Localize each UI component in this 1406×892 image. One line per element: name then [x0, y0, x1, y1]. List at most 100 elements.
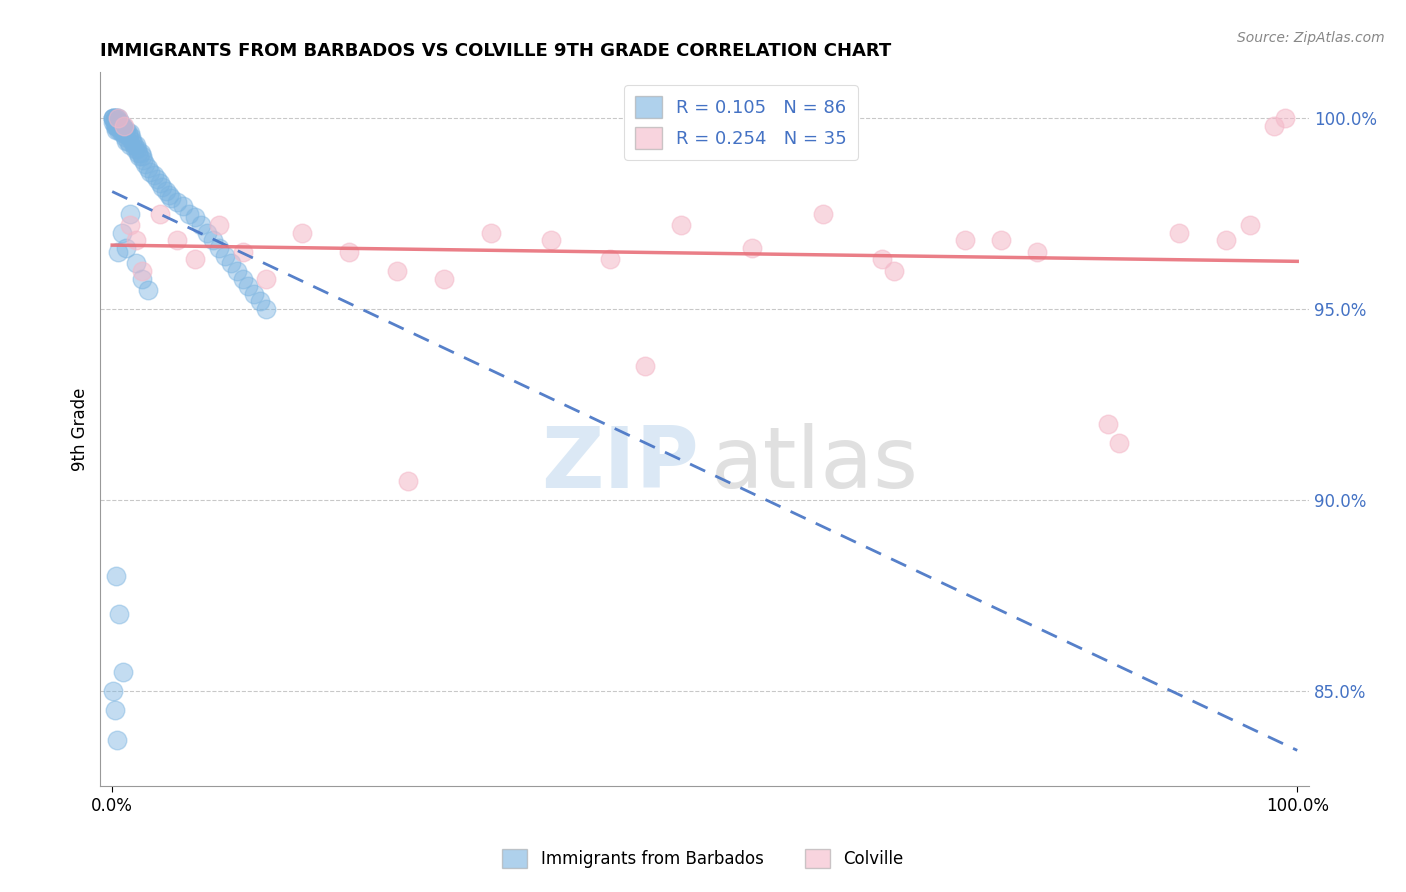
Point [105, 115, 128, 129]
Point [118, 137, 141, 152]
Point [1108, 435, 1130, 450]
Text: atlas: atlas [711, 424, 918, 507]
Point [111, 226, 134, 240]
Point [107, 112, 129, 126]
Point [103, 112, 125, 126]
Point [115, 122, 138, 136]
Point [122, 137, 145, 152]
Point [157, 187, 180, 202]
Point [131, 149, 153, 163]
Text: Source: ZipAtlas.com: Source: ZipAtlas.com [1237, 31, 1385, 45]
Point [105, 112, 128, 126]
Point [254, 301, 277, 316]
Point [124, 142, 146, 156]
Point [118, 127, 141, 141]
Point [114, 122, 136, 136]
Point [599, 252, 621, 267]
Point [105, 119, 128, 133]
Point [129, 145, 152, 160]
Point [150, 180, 173, 194]
Point [131, 271, 153, 285]
Point [121, 134, 143, 148]
Point [105, 733, 128, 747]
Point [669, 218, 692, 232]
Point [120, 130, 142, 145]
Point [103, 703, 125, 717]
Point [232, 244, 254, 259]
Point [1263, 119, 1285, 133]
Point [337, 244, 360, 259]
Text: ZIP: ZIP [541, 424, 699, 507]
Point [201, 233, 224, 247]
Point [208, 241, 231, 255]
Point [232, 271, 254, 285]
Point [219, 256, 242, 270]
Point [111, 119, 134, 133]
Point [540, 233, 562, 247]
Point [125, 233, 148, 247]
Point [1274, 112, 1296, 126]
Point [114, 130, 136, 145]
Point [249, 294, 271, 309]
Point [117, 127, 139, 141]
Point [125, 256, 148, 270]
Point [103, 683, 125, 698]
Point [111, 127, 134, 141]
Point [103, 115, 125, 129]
Point [103, 112, 125, 126]
Point [111, 122, 134, 136]
Point [238, 279, 260, 293]
Point [813, 207, 835, 221]
Point [1167, 226, 1189, 240]
Point [166, 233, 188, 247]
Point [131, 264, 153, 278]
Point [254, 271, 277, 285]
Point [107, 122, 129, 136]
Text: IMMIGRANTS FROM BARBADOS VS COLVILLE 9TH GRADE CORRELATION CHART: IMMIGRANTS FROM BARBADOS VS COLVILLE 9TH… [100, 42, 891, 60]
Point [112, 119, 135, 133]
Point [108, 119, 131, 133]
Y-axis label: 9th Grade: 9th Grade [72, 388, 89, 471]
Point [107, 112, 129, 126]
Point [110, 115, 132, 129]
Point [172, 199, 194, 213]
Point [184, 211, 207, 225]
Point [118, 207, 141, 221]
Point [883, 264, 905, 278]
Point [398, 474, 420, 488]
Point [118, 218, 141, 232]
Point [634, 359, 657, 374]
Point [104, 112, 127, 126]
Point [184, 252, 207, 267]
Point [117, 134, 139, 148]
Point [149, 207, 172, 221]
Point [142, 169, 165, 183]
Point [481, 226, 503, 240]
Point [155, 184, 177, 198]
Point [166, 195, 188, 210]
Point [112, 127, 135, 141]
Point [104, 115, 127, 129]
Point [115, 134, 138, 148]
Point [115, 241, 138, 255]
Point [149, 176, 172, 190]
Point [104, 122, 127, 136]
Point [128, 149, 150, 163]
Legend: R = 0.105   N = 86, R = 0.254   N = 35: R = 0.105 N = 86, R = 0.254 N = 35 [624, 85, 858, 160]
Point [111, 119, 134, 133]
Point [136, 283, 159, 297]
Point [127, 142, 149, 156]
Point [990, 233, 1012, 247]
Point [139, 164, 162, 178]
Point [208, 218, 231, 232]
Point [107, 244, 129, 259]
Point [118, 130, 141, 145]
Point [104, 119, 127, 133]
Point [107, 115, 129, 129]
Point [110, 122, 132, 136]
Point [103, 119, 125, 133]
Point [103, 112, 125, 126]
Point [108, 115, 131, 129]
Point [127, 145, 149, 160]
Point [190, 218, 212, 232]
